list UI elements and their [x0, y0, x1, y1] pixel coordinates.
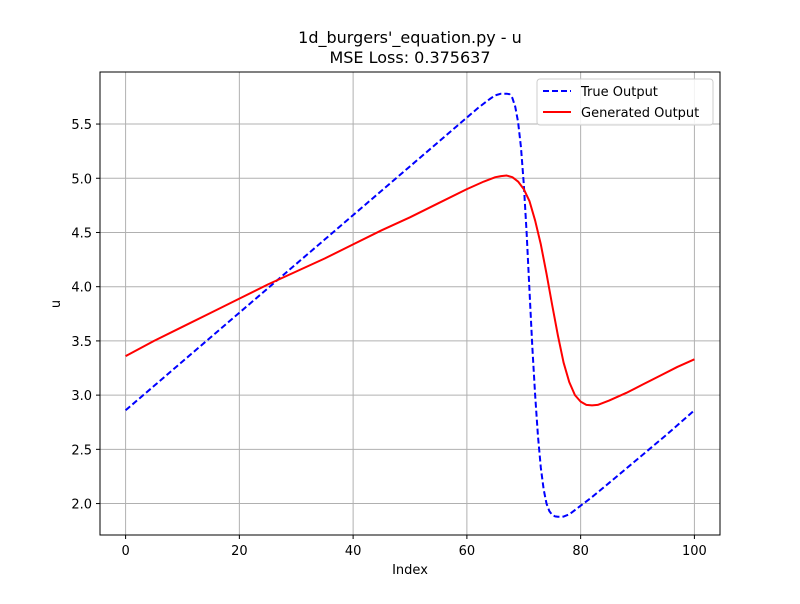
series-layer — [124, 92, 696, 518]
x-tick-label: 40 — [345, 544, 362, 559]
legend: True Output Generated Output — [536, 78, 714, 126]
y-tick-label: 3.0 — [71, 389, 92, 404]
series-line-generated-output — [125, 174, 695, 407]
y-tick-label: 4.5 — [71, 226, 92, 241]
series-line-true-output — [124, 92, 696, 518]
y-tick-label: 3.5 — [71, 335, 92, 350]
x-tick-label: 20 — [231, 544, 248, 559]
x-tick-label: 60 — [459, 544, 476, 559]
x-tick-label: 0 — [121, 544, 129, 559]
chart-title: 1d_burgers'_equation.py - u — [298, 28, 522, 48]
legend-label: Generated Output — [581, 106, 699, 121]
x-tick-label: 100 — [682, 544, 707, 559]
x-axis-label: Index — [392, 563, 428, 578]
y-tick-label: 5.5 — [71, 118, 92, 133]
legend-box — [536, 78, 714, 126]
chart-subtitle: MSE Loss: 0.375637 — [329, 48, 490, 67]
y-axis-label: u — [49, 300, 64, 308]
y-tick-label: 4.0 — [71, 281, 92, 296]
legend-label: True Output — [580, 85, 658, 100]
grid-layer — [100, 72, 720, 535]
y-tick-label: 5.0 — [71, 172, 92, 187]
plot-frame — [99, 71, 721, 536]
ticks-layer: 0 20 40 60 80 100 2.0 2.5 3.0 3.5 4.0 4.5 5.0 5.5 — [71, 118, 707, 559]
y-tick-label: 2.5 — [71, 443, 92, 458]
y-tick-label: 2.0 — [71, 498, 92, 513]
x-tick-label: 80 — [572, 544, 589, 559]
